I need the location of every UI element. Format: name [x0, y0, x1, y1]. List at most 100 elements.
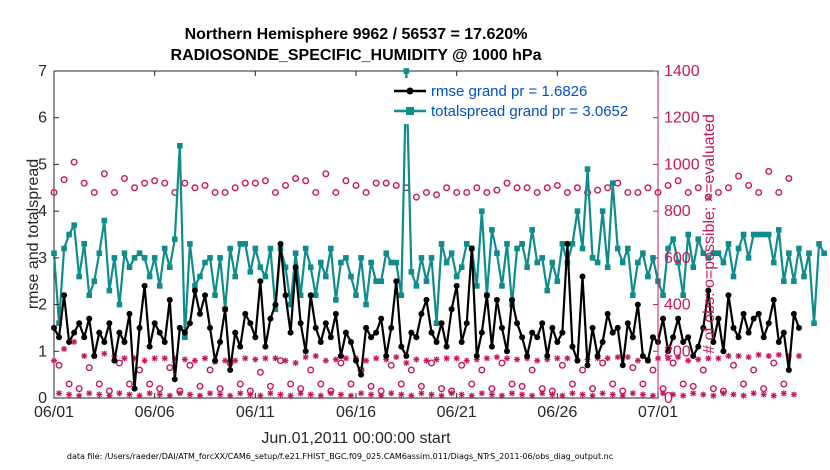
evaluated-obs-point [443, 355, 450, 362]
evaluated-obs-point [71, 338, 78, 345]
totalspread-point [302, 245, 309, 252]
rmse-point [378, 315, 385, 322]
totalspread-point [438, 241, 445, 247]
rmse-point [56, 334, 63, 341]
evaluated-obs-point [232, 357, 239, 364]
rmse-point [91, 352, 98, 359]
evaluated-obs-point [609, 391, 616, 398]
rmse-point [680, 338, 687, 345]
totalspread-point [650, 255, 656, 261]
evaluated-obs-point [373, 355, 380, 362]
totalspread-point [398, 292, 405, 299]
totalspread-point [323, 273, 329, 280]
possible-obs-point [755, 188, 763, 196]
possible-obs-point [347, 380, 355, 388]
rmse-point [217, 338, 224, 345]
totalspread-point [282, 264, 289, 270]
evaluated-obs-point [76, 392, 83, 399]
totalspread-point [710, 250, 717, 256]
possible-obs-point [292, 174, 300, 182]
evaluated-obs-point [96, 391, 103, 398]
y-right-tick-label: 1000 [664, 156, 700, 173]
totalspread-point [187, 241, 193, 247]
possible-obs-point [760, 385, 768, 393]
legend-label-rmse: rmse grand pr = 1.6826 [431, 83, 587, 100]
totalspread-point [443, 259, 450, 266]
totalspread-point [801, 273, 807, 280]
totalspread-point [202, 259, 208, 266]
evaluated-obs-point [207, 390, 214, 397]
totalspread-point [740, 231, 747, 238]
totalspread-point [383, 250, 389, 256]
totalspread-point [619, 259, 626, 266]
rmse-point [96, 329, 103, 336]
evaluated-obs-point [624, 354, 631, 361]
evaluated-obs-point [418, 390, 425, 397]
rmse-point [106, 320, 113, 327]
evaluated-obs-point [181, 356, 188, 363]
evaluated-obs-point [332, 356, 339, 363]
possible-obs-point [458, 361, 466, 369]
rmse-point [770, 296, 777, 303]
totalspread-point [81, 241, 87, 247]
rmse-point [790, 310, 797, 317]
evaluated-obs-point [267, 390, 274, 397]
rmse-point [428, 329, 435, 336]
rmse-point [307, 292, 314, 299]
rmse-point [116, 329, 123, 336]
possible-obs-point [714, 188, 722, 196]
totalspread-point [101, 217, 108, 224]
evaluated-obs-point [509, 390, 516, 397]
y-right-tick-label: 1200 [664, 110, 700, 127]
totalspread-point [776, 227, 782, 233]
evaluated-obs-point [504, 355, 510, 362]
possible-obs-point [740, 380, 748, 388]
rmse-point [514, 320, 521, 327]
legend-box [398, 78, 652, 124]
legend: rmse grand pr = 1.6826 totalspread grand… [394, 78, 652, 124]
evaluated-obs-point [755, 351, 762, 358]
evaluated-obs-point [554, 355, 561, 362]
x-tick-label: 06/21 [437, 404, 477, 421]
possible-obs-point [493, 186, 501, 194]
rmse-point [317, 338, 324, 345]
possible-obs-point [553, 181, 561, 189]
totalspread-point [227, 245, 233, 252]
possible-obs-point [95, 380, 103, 388]
legend-marker-totalspread [406, 107, 414, 115]
rmse-point [740, 310, 747, 317]
rmse-point [725, 292, 732, 299]
totalspread-point [806, 250, 812, 256]
evaluated-obs-point [413, 356, 420, 363]
rmse-point [730, 324, 737, 331]
rmse-point [488, 343, 495, 350]
rmse-point [735, 334, 742, 341]
evaluated-obs-point [534, 357, 541, 364]
evaluated-obs-point [493, 354, 500, 361]
rmse-point [353, 357, 359, 364]
totalspread-point [182, 334, 188, 341]
possible-obs-point [649, 366, 657, 374]
possible-obs-point [256, 368, 264, 376]
possible-obs-point [90, 188, 98, 196]
totalspread-point [630, 292, 636, 299]
rmse-point [166, 296, 173, 303]
rmse-point [775, 338, 782, 345]
totalspread-point [821, 250, 827, 256]
totalspread-point [197, 273, 203, 280]
rmse-point [136, 324, 143, 331]
totalspread-point [403, 68, 410, 74]
rmse-point [227, 366, 234, 373]
rmse-point [524, 352, 531, 359]
rmse-point [715, 315, 722, 322]
rmse-point [483, 292, 490, 299]
possible-obs-point [120, 174, 128, 182]
evaluated-obs-point [428, 391, 435, 398]
rmse-point [337, 352, 344, 359]
y-right-tick-label: 200 [664, 343, 691, 360]
evaluated-obs-point [634, 357, 641, 364]
evaluated-obs-point [388, 390, 395, 397]
totalspread-point [453, 273, 460, 280]
totalspread-point [378, 278, 384, 285]
